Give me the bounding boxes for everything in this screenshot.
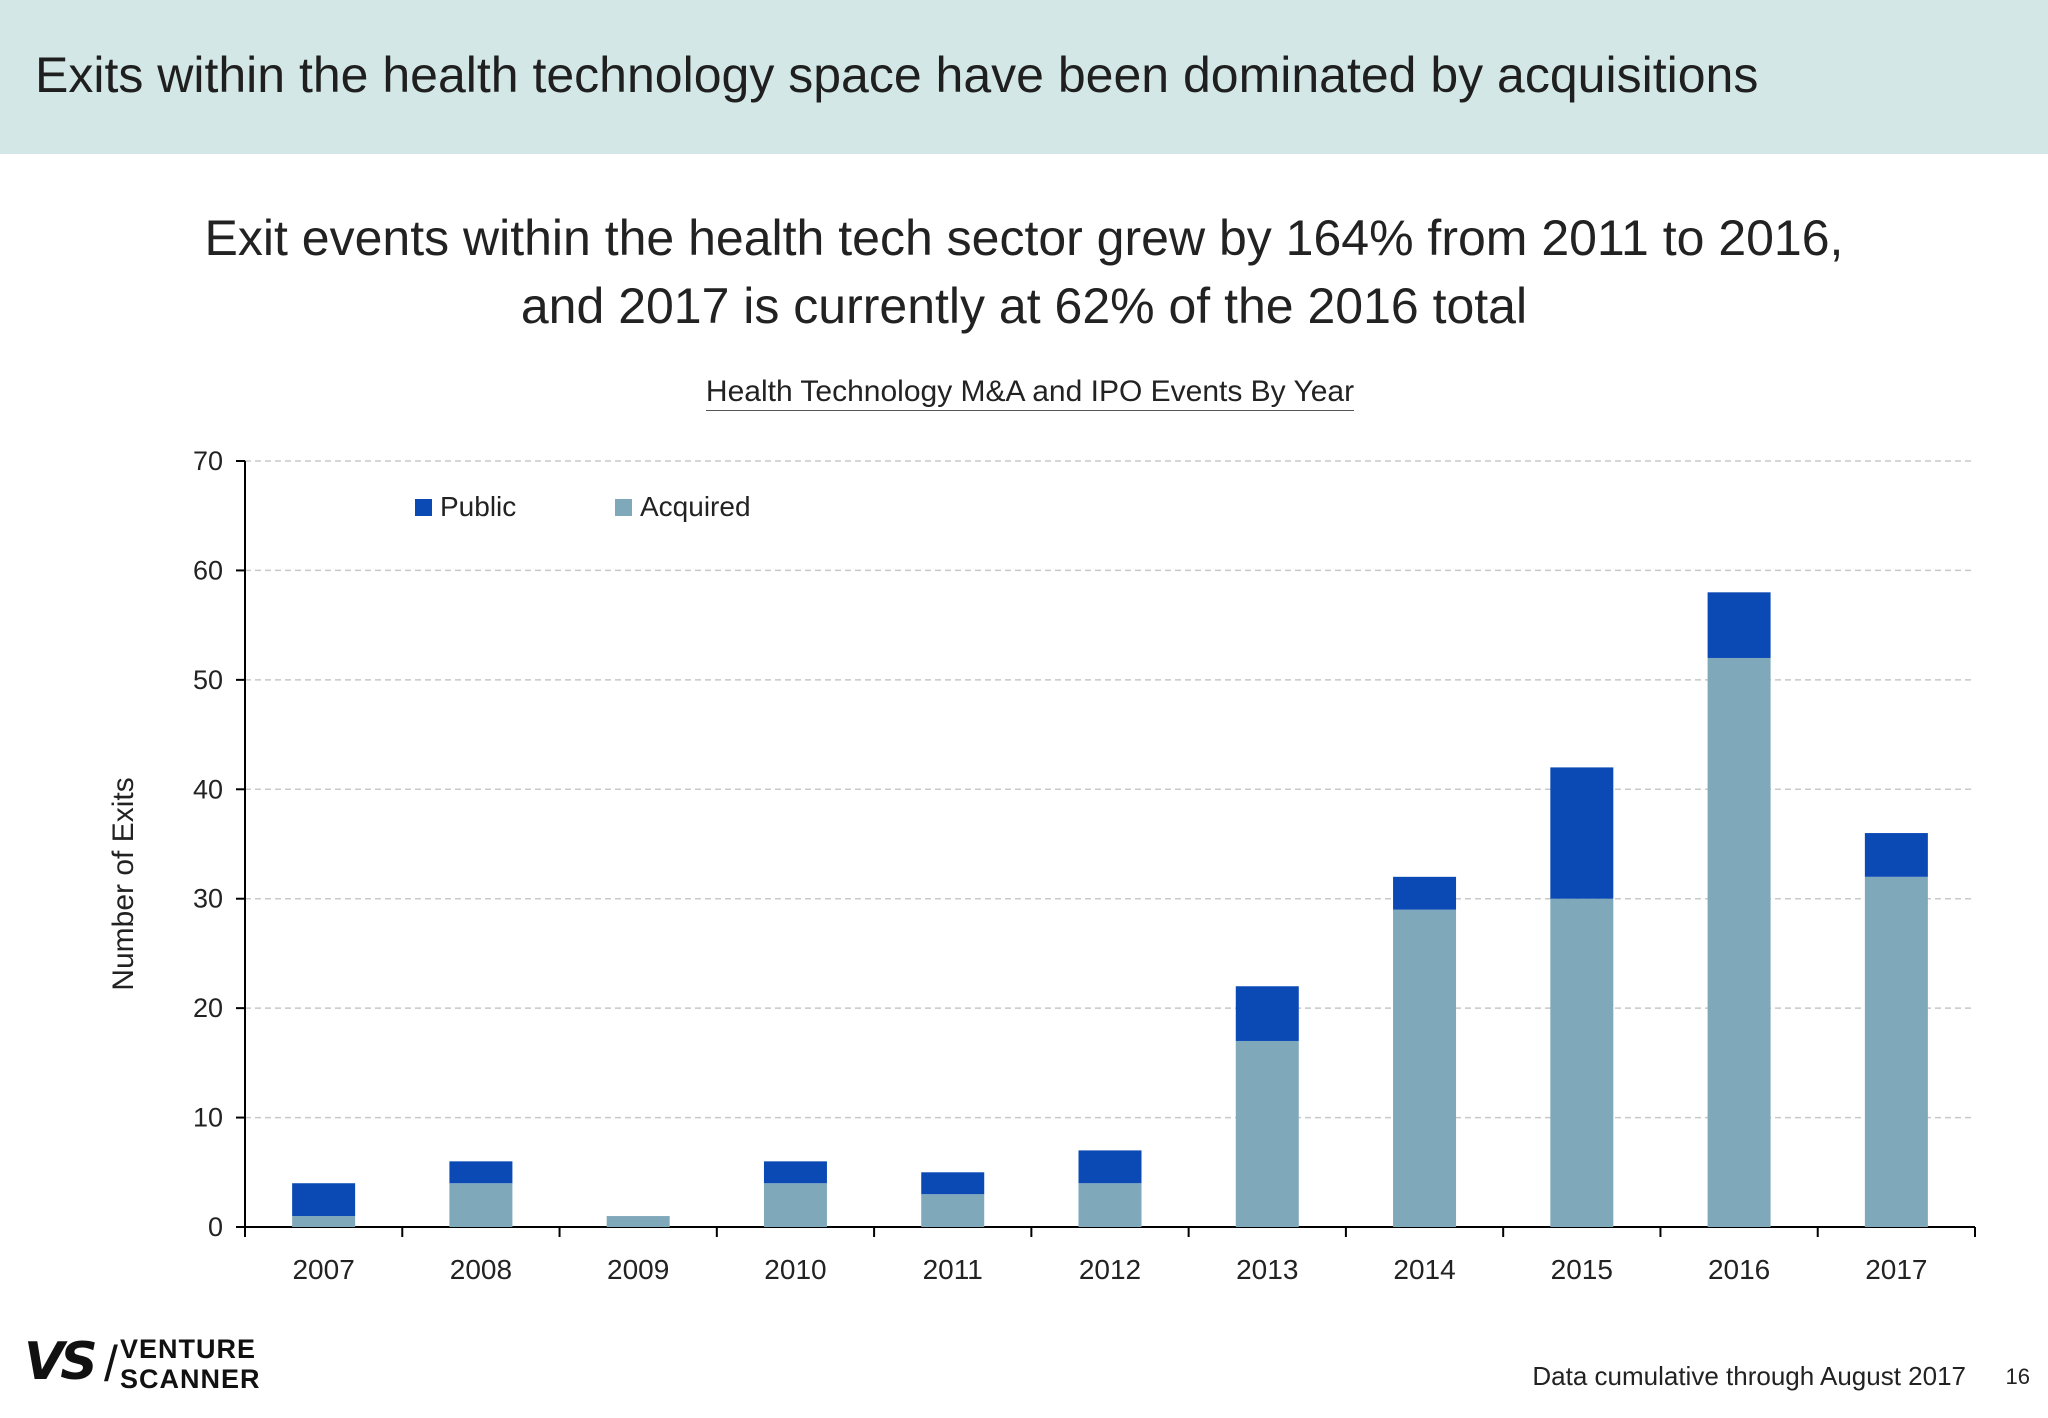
bar-acquired-2007: [292, 1216, 356, 1227]
logo-wordmark: VENTURE SCANNER: [120, 1334, 261, 1394]
y-tick-label: 20: [193, 993, 223, 1023]
logo-slash-icon: /: [104, 1336, 118, 1392]
x-tick-label: 2007: [292, 1254, 354, 1285]
bar-public-2011: [921, 1172, 985, 1195]
bar-public-2015: [1550, 767, 1614, 899]
header-band: Exits within the health technology space…: [0, 0, 2048, 154]
bar-acquired-2017: [1864, 876, 1928, 1227]
x-tick-label: 2017: [1865, 1254, 1927, 1285]
legend-swatch-public: [415, 499, 432, 516]
y-axis-title: Number of Exits: [107, 777, 140, 990]
x-tick-label: 2009: [607, 1254, 669, 1285]
bar-acquired-2015: [1550, 898, 1614, 1227]
y-tick-label: 50: [193, 665, 223, 695]
bar-public-2014: [1393, 876, 1457, 910]
bar-public-2017: [1864, 833, 1928, 877]
bar-public-2013: [1235, 986, 1299, 1041]
x-tick-label: 2011: [923, 1254, 983, 1285]
x-tick-label: 2014: [1393, 1254, 1455, 1285]
chart-title: Health Technology M&A and IPO Events By …: [705, 375, 1355, 411]
x-tick-label: 2012: [1079, 1254, 1141, 1285]
page-number: 16: [2005, 1364, 2030, 1389]
bar-public-2007: [292, 1183, 356, 1217]
bar-acquired-2012: [1078, 1183, 1142, 1227]
legend-label-public: Public: [440, 491, 516, 522]
headline-line-1: Exit events within the health tech secto…: [204, 210, 1844, 266]
bar-acquired-2010: [763, 1183, 827, 1227]
bar-public-2008: [449, 1161, 513, 1184]
x-tick-label: 2016: [1708, 1254, 1770, 1285]
x-tick-label: 2010: [764, 1254, 826, 1285]
bar-acquired-2013: [1235, 1040, 1299, 1227]
bar-public-2012: [1078, 1150, 1142, 1184]
logo-mark: VS: [24, 1332, 98, 1392]
logo-line-1: VENTURE: [120, 1334, 257, 1364]
venture-scanner-logo: VS / VENTURE SCANNER: [24, 1330, 260, 1398]
data-footnote: Data cumulative through August 2017: [1532, 1361, 1966, 1391]
bar-acquired-2014: [1393, 909, 1457, 1227]
headline-line-2: and 2017 is currently at 62% of the 2016…: [520, 278, 1528, 334]
bar-acquired-2011: [921, 1194, 985, 1227]
bar-public-2010: [763, 1161, 827, 1184]
y-tick-label: 30: [193, 884, 223, 914]
logo-line-2: SCANNER: [120, 1364, 261, 1394]
headline: Exit events within the health tech secto…: [0, 204, 2048, 340]
x-tick-label: 2008: [450, 1254, 512, 1285]
x-tick-label: 2013: [1236, 1254, 1298, 1285]
y-tick-label: 40: [193, 774, 223, 804]
slide-title: Exits within the health technology space…: [35, 47, 1759, 103]
legend-label-acquired: Acquired: [640, 491, 751, 522]
y-tick-label: 10: [193, 1103, 223, 1133]
legend-swatch-acquired: [615, 499, 632, 516]
bar-acquired-2016: [1707, 657, 1771, 1227]
y-tick-label: 70: [193, 446, 223, 476]
chart-title-wrapper: Health Technology M&A and IPO Events By …: [0, 372, 2048, 412]
y-tick-label: 0: [208, 1212, 223, 1242]
bar-public-2016: [1707, 592, 1771, 658]
y-tick-label: 60: [193, 555, 223, 585]
x-tick-label: 2015: [1551, 1254, 1613, 1285]
bar-acquired-2009: [606, 1216, 670, 1227]
bar-acquired-2008: [449, 1183, 513, 1227]
